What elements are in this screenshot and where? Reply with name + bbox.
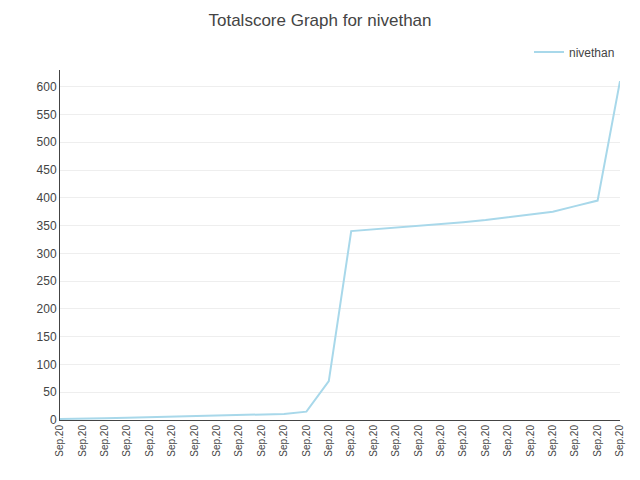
svg-text:Sep.20: Sep.20 — [211, 425, 222, 457]
svg-text:Sep.20: Sep.20 — [390, 425, 401, 457]
svg-text:450: 450 — [37, 163, 57, 177]
svg-text:Sep.20: Sep.20 — [592, 425, 603, 457]
svg-text:200: 200 — [37, 302, 57, 316]
svg-text:600: 600 — [37, 80, 57, 94]
svg-text:Sep.20: Sep.20 — [256, 425, 267, 457]
svg-text:Sep.20: Sep.20 — [144, 425, 155, 457]
svg-text:Sep.20: Sep.20 — [547, 425, 558, 457]
svg-text:Sep.20: Sep.20 — [413, 425, 424, 457]
svg-text:550: 550 — [37, 108, 57, 122]
svg-text:250: 250 — [37, 274, 57, 288]
svg-text:Sep.20: Sep.20 — [435, 425, 446, 457]
svg-text:Sep.20: Sep.20 — [99, 425, 110, 457]
svg-text:Sep.20: Sep.20 — [569, 425, 580, 457]
svg-text:50: 50 — [43, 385, 57, 399]
svg-text:Sep.20: Sep.20 — [525, 425, 536, 457]
svg-text:Sep.20: Sep.20 — [278, 425, 289, 457]
svg-text:500: 500 — [37, 135, 57, 149]
svg-text:Sep.20: Sep.20 — [121, 425, 132, 457]
svg-text:Sep.20: Sep.20 — [345, 425, 356, 457]
svg-text:Sep.20: Sep.20 — [77, 425, 88, 457]
svg-text:100: 100 — [37, 358, 57, 372]
svg-text:0: 0 — [50, 413, 57, 427]
svg-text:Sep.20: Sep.20 — [457, 425, 468, 457]
svg-text:Sep.20: Sep.20 — [301, 425, 312, 457]
svg-text:Sep.20: Sep.20 — [368, 425, 379, 457]
svg-text:nivethan: nivethan — [569, 46, 614, 60]
svg-text:400: 400 — [37, 191, 57, 205]
svg-text:Sep.20: Sep.20 — [233, 425, 244, 457]
svg-text:Sep.20: Sep.20 — [323, 425, 334, 457]
svg-text:Sep.20: Sep.20 — [166, 425, 177, 457]
svg-text:Sep.20: Sep.20 — [189, 425, 200, 457]
svg-text:Totalscore Graph for nivethan: Totalscore Graph for nivethan — [208, 11, 431, 30]
svg-text:Sep.20: Sep.20 — [614, 425, 625, 457]
svg-text:150: 150 — [37, 330, 57, 344]
svg-text:Sep.20: Sep.20 — [54, 425, 65, 457]
svg-text:300: 300 — [37, 247, 57, 261]
svg-text:350: 350 — [37, 219, 57, 233]
svg-text:Sep.20: Sep.20 — [480, 425, 491, 457]
svg-text:Sep.20: Sep.20 — [502, 425, 513, 457]
